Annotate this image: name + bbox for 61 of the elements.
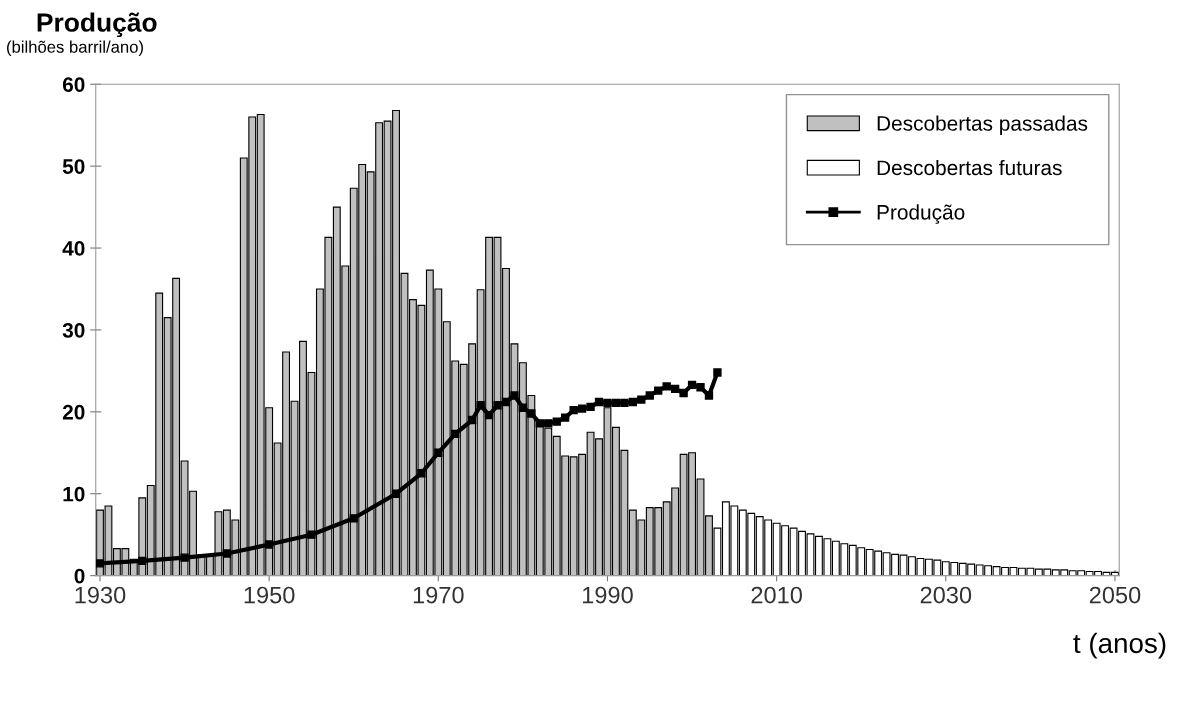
point [451,429,460,439]
x-tick-label: 1970 [413,586,464,604]
point [484,410,494,420]
point [476,401,485,410]
y-tick-label: 0 [74,568,85,584]
point [417,469,426,478]
point [95,559,105,568]
legend-label: Descobertas passadas [877,115,1088,135]
point [713,368,722,377]
point [654,386,663,395]
point [467,415,477,425]
point [434,448,443,457]
x-axis-title: t (anos) [1073,632,1166,659]
point [552,417,561,426]
x-tick-label: 1990 [583,586,633,604]
legend-label: Descobertas futuras [877,159,1062,176]
point [501,397,511,407]
y-tick-label: 50 [62,159,85,174]
point [391,489,401,498]
point [138,556,147,566]
point [518,403,528,412]
x-tick-label: 1930 [75,586,126,604]
point [603,398,612,407]
point [510,391,519,400]
point [696,383,705,392]
point [569,406,578,415]
point [670,384,680,394]
legend-label: Produção [877,204,965,224]
point [493,401,502,410]
point [577,404,587,413]
point [527,409,536,418]
chart-title: Produção [37,12,157,38]
point [679,388,688,398]
point [637,395,646,404]
y-tick-label: 60 [62,77,85,92]
point [620,398,629,407]
point [687,380,697,389]
y-tick-label: 40 [62,241,85,256]
point [611,398,621,407]
point [180,553,189,562]
point [586,402,595,412]
chart-subtitle: (bilhões barril/ano) [7,40,143,57]
point [628,397,638,407]
x-tick-label: 1950 [244,586,295,604]
point [561,413,570,422]
y-tick-label: 10 [63,486,85,502]
x-tick-label: 2010 [751,586,802,604]
point [594,397,604,407]
point [349,514,358,523]
y-tick-label: 20 [62,404,85,420]
x-tick-label: 2030 [920,586,972,604]
point [704,391,714,400]
point [264,540,274,549]
y-tick-label: 30 [62,322,85,338]
point [662,382,671,391]
point [645,391,654,400]
point [222,549,232,558]
point [535,419,544,428]
x-tick-label: 2050 [1089,586,1141,604]
point [544,419,553,428]
point [307,530,316,539]
